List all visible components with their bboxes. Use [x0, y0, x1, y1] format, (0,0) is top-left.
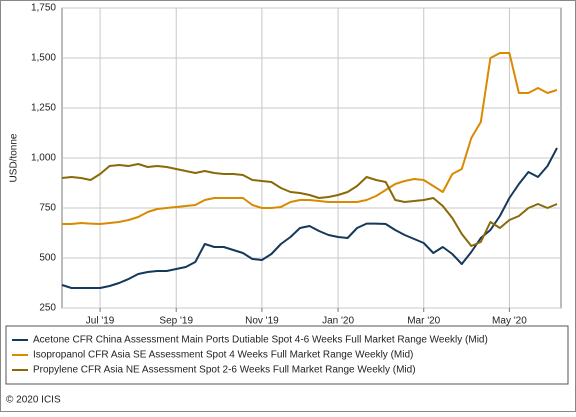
- x-tick-label: Mar '20: [407, 316, 440, 327]
- y-tick-label: 1,500: [31, 53, 56, 64]
- footer: © 2020 ICIS: [6, 395, 61, 406]
- legend-label: Isopropanol CFR Asia SE Assessment Spot …: [33, 350, 413, 361]
- data-line: [61, 147, 558, 289]
- y-tick-label: 750: [39, 203, 56, 214]
- data-line: [62, 52, 558, 225]
- y-tick-label: 1,250: [31, 103, 56, 114]
- legend-label: Acetone CFR China Assessment Main Ports …: [33, 335, 488, 346]
- x-tick-label: Jan '20: [322, 316, 354, 327]
- x-tick-label: Sep '19: [159, 316, 193, 327]
- y-axis-label: USD/tonne: [9, 133, 20, 182]
- x-tick-label: Nov '19: [245, 316, 279, 327]
- legend-label: Propylene CFR Asia NE Assessment Spot 2-…: [33, 365, 416, 376]
- legend-box: [5, 325, 569, 385]
- y-tick-label: 500: [39, 253, 56, 264]
- y-tick-label: 250: [39, 303, 56, 314]
- y-tick-label: 1,750: [31, 3, 56, 14]
- data-line: [61, 163, 558, 247]
- y-tick-label: 1,000: [31, 153, 56, 164]
- x-tick-label: Jul '19: [86, 316, 115, 327]
- x-tick-label: May '20: [492, 316, 527, 327]
